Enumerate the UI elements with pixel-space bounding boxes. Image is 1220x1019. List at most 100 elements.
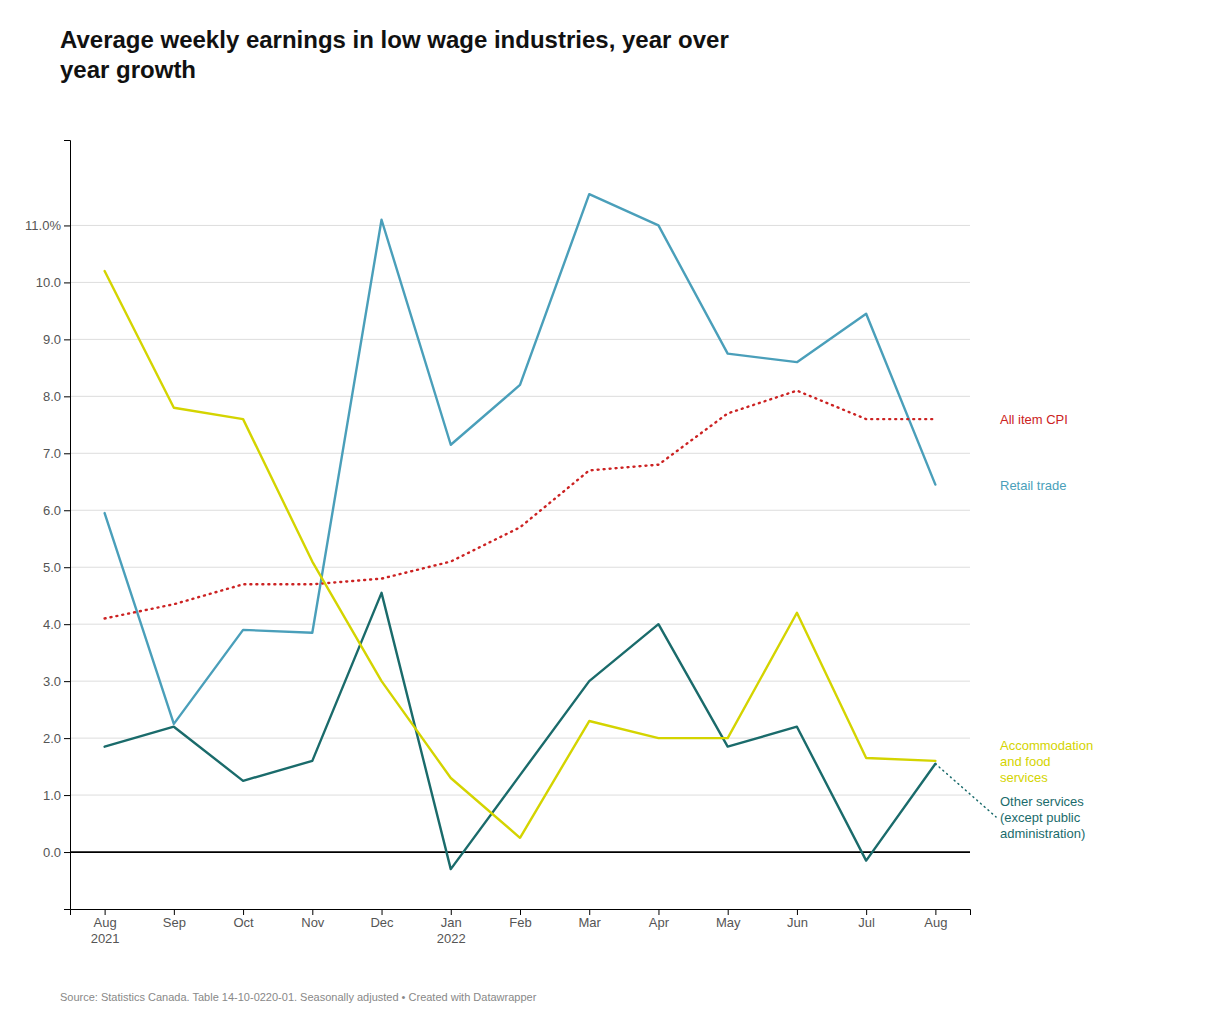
x-tick-label: Jul <box>858 915 875 930</box>
title: Average weekly earnings in low wage indu… <box>60 26 729 83</box>
grid-line <box>70 225 970 226</box>
series-label: Accommodationand foodservices <box>1000 738 1093 785</box>
grid-line <box>70 624 970 625</box>
x-axis: Aug2021 Sep Oct Nov Dec Jan2022 Feb Mar Apr May Ju… <box>71 909 971 946</box>
y-tick-mark <box>64 738 70 739</box>
y-tick-label: 2.0 <box>43 731 61 746</box>
y-tick: 5.0 <box>43 560 70 575</box>
y-tick-mark <box>64 225 70 226</box>
y-tick-mark <box>64 396 70 397</box>
lines <box>105 194 936 869</box>
y-tick-label: 11.0% <box>25 218 61 233</box>
y-tick: 3.0 <box>43 674 70 689</box>
grid-line <box>70 396 970 397</box>
x-tick-label: Oct <box>233 915 254 930</box>
series-line <box>105 271 936 838</box>
label-connector <box>935 764 996 817</box>
x-tick-mark <box>658 909 659 915</box>
x-tick: Apr <box>649 909 670 930</box>
grid-line <box>70 510 970 511</box>
series-line <box>105 593 936 869</box>
y-tick-mark <box>64 567 70 568</box>
x-tick-mark <box>174 909 175 915</box>
y-tick: 7.0 <box>43 446 70 461</box>
y-tick-label: 9.0 <box>43 332 61 347</box>
grid-line <box>70 795 970 796</box>
x-tick-mark <box>797 909 798 915</box>
y-tick: 0.0 <box>43 845 70 860</box>
x-tick-label: Sep <box>163 915 186 930</box>
y-tick: 8.0 <box>43 389 70 404</box>
y-tick-mark <box>64 510 70 511</box>
y-axis: 0.0 1.0 2.0 3.0 4.0 5.0 6.0 7.0 8.0 9.0 10.0 11.0% <box>25 141 70 910</box>
y-tick-mark <box>64 795 70 796</box>
x-tick-label: Mar <box>579 915 602 930</box>
source: Source: Statistics Canada. Table 14-10-0… <box>60 991 537 1003</box>
y-tick: 11.0% <box>25 218 70 233</box>
y-tick: 2.0 <box>43 731 70 746</box>
x-tick: Aug2021 <box>91 909 120 946</box>
y-tick-mark <box>64 282 70 283</box>
y-tick-label: 8.0 <box>43 389 61 404</box>
y-tick-label: 3.0 <box>43 674 61 689</box>
y-tick-label: 4.0 <box>43 617 61 632</box>
x-tick: Sep <box>163 909 186 930</box>
x-tick-label: Jan2022 <box>437 915 466 946</box>
y-tick: 6.0 <box>43 503 70 518</box>
y-tick-label: 0.0 <box>43 845 61 860</box>
x-tick-label: Aug <box>924 915 947 930</box>
y-tick-label: 10.0 <box>36 275 61 290</box>
y-tick: 10.0 <box>36 275 70 290</box>
y-tick-mark <box>64 453 70 454</box>
x-tick: Oct <box>233 909 254 930</box>
x-tick: Aug <box>924 909 947 930</box>
series-label: Retail trade <box>1000 478 1066 493</box>
grid-line <box>70 282 970 283</box>
y-tick-mark <box>64 624 70 625</box>
y-tick-label: 1.0 <box>43 788 61 803</box>
x-tick-label: Aug2021 <box>91 915 120 946</box>
x-tick-label: Nov <box>301 915 325 930</box>
grid-line <box>70 738 970 739</box>
x-tick-mark <box>589 909 590 915</box>
series-labels: All item CPI Retail trade Accommodationand… <box>935 412 1093 841</box>
y-tick-label: 5.0 <box>43 560 61 575</box>
x-tick-mark <box>451 909 452 915</box>
x-tick-label: Apr <box>649 915 670 930</box>
series-line <box>105 391 936 619</box>
y-tick: 4.0 <box>43 617 70 632</box>
chart: Average weekly earnings in low wage indu… <box>0 0 1220 1019</box>
y-tick: 1.0 <box>43 788 70 803</box>
series-label: All item CPI <box>1000 412 1068 427</box>
x-tick-label: May <box>716 915 741 930</box>
plot-area: 0.0 1.0 2.0 3.0 4.0 5.0 6.0 7.0 8.0 9.0 10.0 11.0% A… <box>25 141 1093 946</box>
zero-line <box>70 851 970 853</box>
y-tick-label: 7.0 <box>43 446 61 461</box>
y-tick-mark <box>64 852 70 853</box>
grid <box>70 225 970 852</box>
x-tick-mark <box>935 909 936 915</box>
x-tick-mark <box>243 909 244 915</box>
x-tick-mark <box>105 909 106 915</box>
x-tick-mark <box>866 909 867 915</box>
y-axis-line <box>64 141 71 910</box>
x-tick-label: Dec <box>370 915 394 930</box>
x-tick: Nov <box>301 909 325 930</box>
x-tick: May <box>716 909 741 930</box>
x-tick: Jan2022 <box>437 909 466 946</box>
x-tick-label: Feb <box>509 915 531 930</box>
grid-line <box>70 453 970 454</box>
grid-line <box>70 567 970 568</box>
x-tick-mark <box>312 909 313 915</box>
x-tick: Jul <box>858 909 875 930</box>
x-tick-mark <box>728 909 729 915</box>
y-tick-mark <box>64 339 70 340</box>
y-tick-mark <box>64 681 70 682</box>
x-tick: Jun <box>787 909 808 930</box>
x-tick-mark <box>520 909 521 915</box>
x-tick-label: Jun <box>787 915 808 930</box>
y-tick-label: 6.0 <box>43 503 61 518</box>
x-axis-line <box>71 910 971 916</box>
x-tick: Mar <box>579 909 602 930</box>
x-tick: Dec <box>370 909 394 930</box>
